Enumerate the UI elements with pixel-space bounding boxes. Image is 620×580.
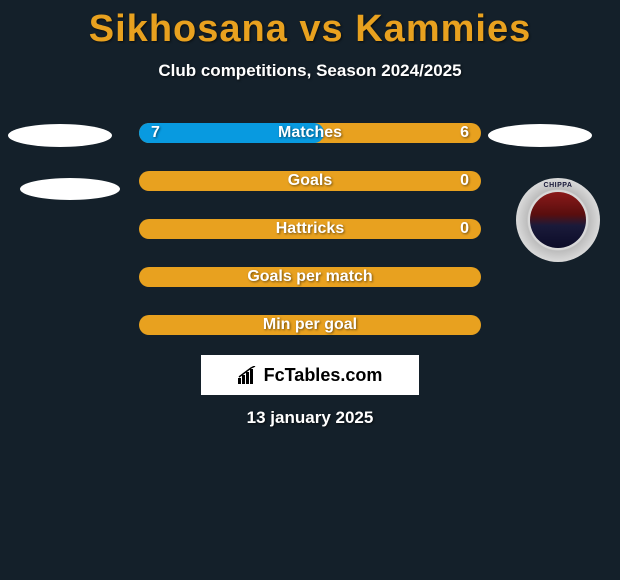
stat-row-matches: 7 Matches 6 [139,123,481,143]
stat-label: Hattricks [276,220,344,238]
date-text: 13 january 2025 [247,408,374,428]
page-title: Sikhosana vs Kammies [0,0,620,51]
stat-right-value: 6 [460,124,469,142]
stat-row-min-per-goal: Min per goal [139,315,481,335]
stat-right-value: 0 [460,172,469,190]
chart-icon [238,366,260,384]
stat-row-goals: Goals 0 [139,171,481,191]
stat-label: Min per goal [263,316,357,334]
stat-label: Goals per match [247,268,372,286]
stat-row-hattricks: Hattricks 0 [139,219,481,239]
crest-text: CHIPPA [516,182,600,189]
stat-label: Matches [278,124,342,142]
source-logo: FcTables.com [201,355,419,395]
stat-label: Goals [288,172,332,190]
logo-text: FcTables.com [264,365,383,386]
subtitle: Club competitions, Season 2024/2025 [0,61,620,81]
decorative-ellipse [8,124,112,147]
club-crest: CHIPPA [516,178,600,262]
crest-shield [530,192,586,248]
decorative-ellipse [20,178,120,200]
stat-right-value: 0 [460,220,469,238]
stat-row-goals-per-match: Goals per match [139,267,481,287]
stat-left-value: 7 [151,124,160,142]
decorative-ellipse [488,124,592,147]
